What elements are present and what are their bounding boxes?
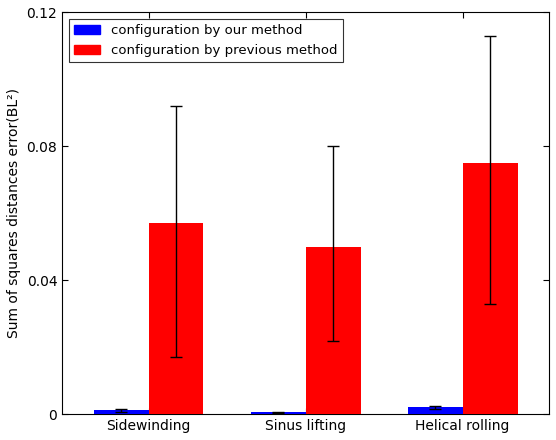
Bar [463, 163, 518, 414]
Bar [251, 412, 306, 414]
Bar [148, 224, 203, 414]
Bar [306, 247, 360, 414]
Bar [408, 407, 463, 414]
Y-axis label: Sum of squares distances error(BL²): Sum of squares distances error(BL²) [7, 88, 21, 338]
Bar [93, 410, 148, 414]
Legend: configuration by our method, configuration by previous method: configuration by our method, configurati… [69, 19, 342, 62]
